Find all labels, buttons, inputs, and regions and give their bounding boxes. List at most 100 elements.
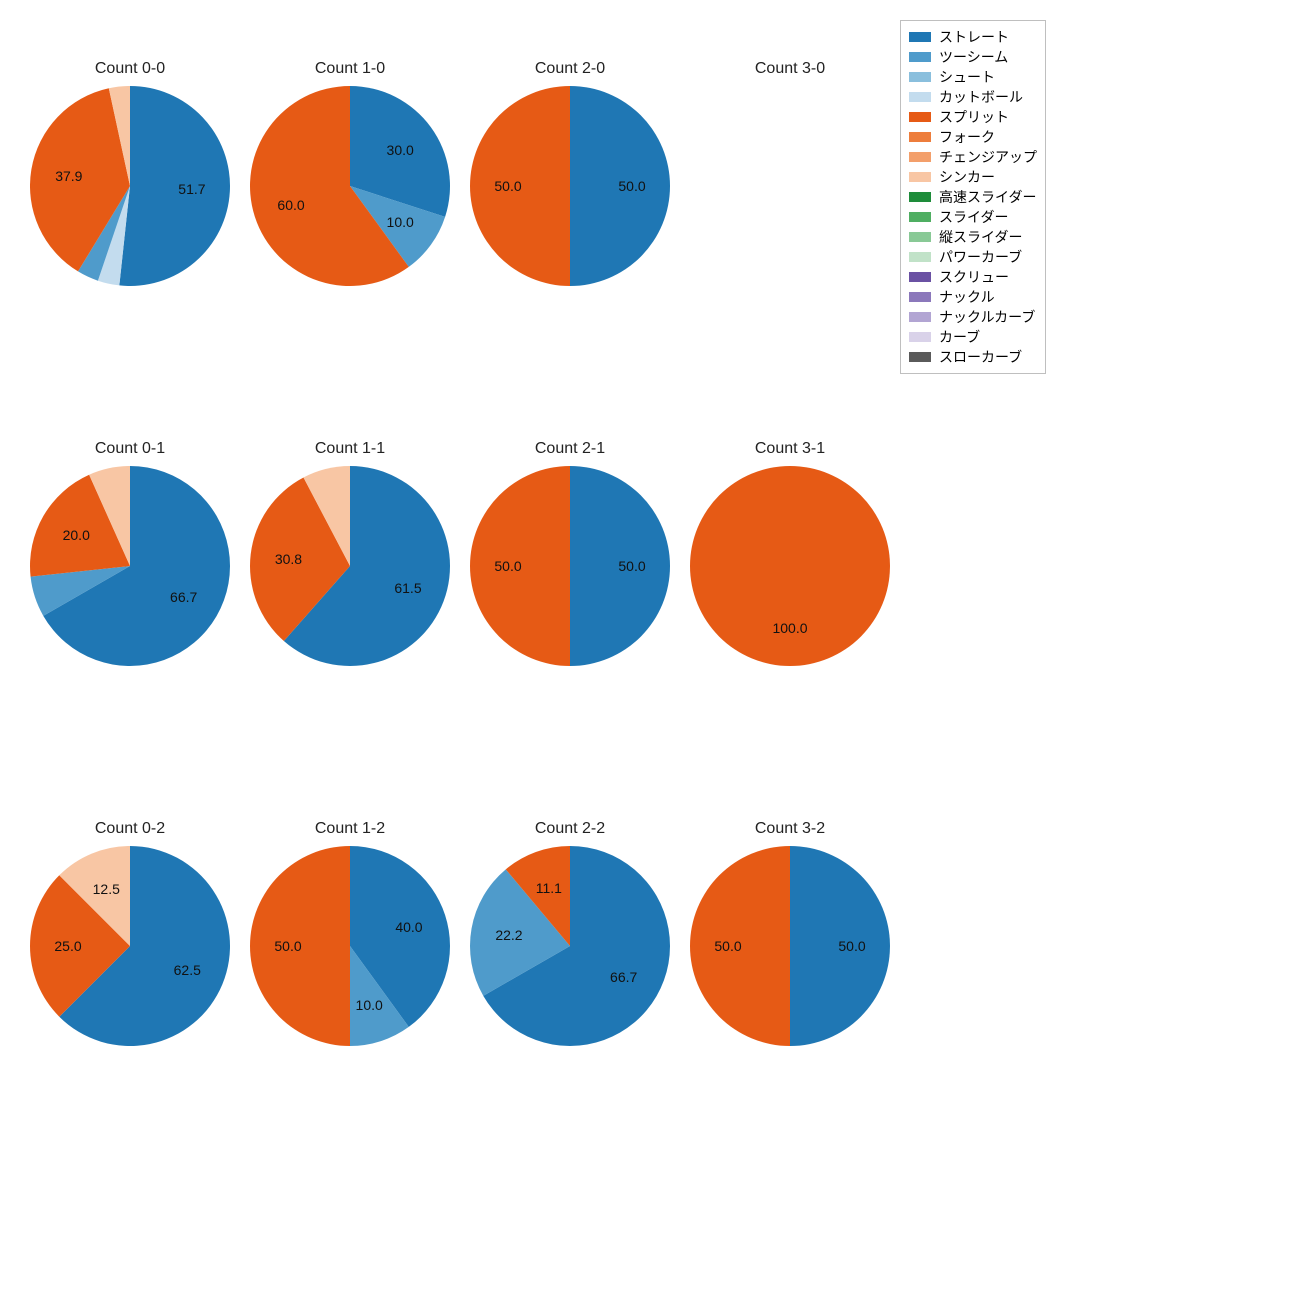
pie-title: Count 3-2 <box>680 820 900 838</box>
pie-svg <box>690 846 890 1046</box>
pie-wrap: 66.722.211.1 <box>470 846 670 1046</box>
pie-title: Count 0-2 <box>20 820 240 838</box>
legend-label: ストレート <box>939 27 1009 47</box>
pie-svg <box>250 86 450 286</box>
legend-swatch <box>909 272 931 282</box>
legend-label: シンカー <box>939 167 995 187</box>
pie-title: Count 3-1 <box>680 440 900 458</box>
legend-label: スクリュー <box>939 267 1009 287</box>
legend-label: シュート <box>939 67 995 87</box>
pie-slice <box>690 846 790 1046</box>
legend-label: カットボール <box>939 87 1023 107</box>
pie-wrap: 51.737.9 <box>30 86 230 286</box>
legend-row: スローカーブ <box>909 347 1037 367</box>
pie-title: Count 1-1 <box>240 440 460 458</box>
pie-wrap: 100.0 <box>690 466 890 666</box>
pie-title: Count 0-1 <box>20 440 240 458</box>
pie-svg <box>470 846 670 1046</box>
pie-title: Count 0-0 <box>20 60 240 78</box>
legend-row: カットボール <box>909 87 1037 107</box>
legend-row: ストレート <box>909 27 1037 47</box>
legend-swatch <box>909 312 931 322</box>
pie-slice <box>470 86 570 286</box>
legend-swatch <box>909 292 931 302</box>
pie-slice <box>119 86 230 286</box>
legend-label: スローカーブ <box>939 347 1022 367</box>
pie-count-0-2: Count 0-2 62.525.012.5 <box>20 820 240 1046</box>
legend-row: 高速スライダー <box>909 187 1037 207</box>
legend-row: シンカー <box>909 167 1037 187</box>
pie-wrap: 62.525.012.5 <box>30 846 230 1046</box>
pie-wrap: 66.720.0 <box>30 466 230 666</box>
pie-count-3-0: Count 3-0 <box>680 60 900 286</box>
legend-label: スプリット <box>939 107 1009 127</box>
pie-wrap: 40.010.050.0 <box>250 846 450 1046</box>
legend-row: スクリュー <box>909 267 1037 287</box>
legend-row: カーブ <box>909 327 1037 347</box>
pie-svg <box>470 466 670 666</box>
legend-swatch <box>909 212 931 222</box>
pie-count-2-1: Count 2-150.050.0 <box>460 440 680 666</box>
legend-row: ツーシーム <box>909 47 1037 67</box>
legend-row: スプリット <box>909 107 1037 127</box>
pie-wrap: 30.010.060.0 <box>250 86 450 286</box>
pie-slice <box>570 466 670 666</box>
legend-swatch <box>909 132 931 142</box>
legend-swatch <box>909 192 931 202</box>
legend-label: スライダー <box>939 207 1008 227</box>
legend-swatch <box>909 232 931 242</box>
legend-label: フォーク <box>939 127 995 147</box>
pie-svg <box>470 86 670 286</box>
legend-row: シュート <box>909 67 1037 87</box>
pie-svg <box>30 466 230 666</box>
pie-title: Count 1-0 <box>240 60 460 78</box>
pie-count-1-0: Count 1-0 30.010.060.0 <box>240 60 460 286</box>
legend-label: ナックルカーブ <box>939 307 1035 327</box>
legend-swatch <box>909 92 931 102</box>
pie-svg <box>30 846 230 1046</box>
legend-row: ナックル <box>909 287 1037 307</box>
pie-wrap <box>690 86 890 286</box>
pie-title: Count 2-2 <box>460 820 680 838</box>
legend-row: パワーカーブ <box>909 247 1037 267</box>
legend-label: カーブ <box>939 327 980 347</box>
chart-grid: Count 0-051.737.9Count 1-030.010.060.0Co… <box>0 0 1300 1300</box>
legend-label: 高速スライダー <box>939 187 1036 207</box>
pie-count-2-0: Count 2-050.050.0 <box>460 60 680 286</box>
legend-row: フォーク <box>909 127 1037 147</box>
pie-svg <box>690 466 890 666</box>
legend-swatch <box>909 152 931 162</box>
pie-count-2-2: Count 2-2 66.722.211.1 <box>460 820 680 1046</box>
legend-swatch <box>909 72 931 82</box>
pie-wrap: 50.050.0 <box>690 846 890 1046</box>
pie-count-0-1: Count 0-1 66.720.0 <box>20 440 240 666</box>
pie-count-1-2: Count 1-240.010.050.0 <box>240 820 460 1046</box>
legend-swatch <box>909 352 931 362</box>
legend-row: スライダー <box>909 207 1037 227</box>
legend: ストレートツーシームシュートカットボールスプリットフォークチェンジアップシンカー… <box>900 20 1046 374</box>
legend-row: チェンジアップ <box>909 147 1037 167</box>
pie-count-0-0: Count 0-0 51.737.9 <box>20 60 240 286</box>
pie-slice <box>470 466 570 666</box>
pie-slice <box>790 846 890 1046</box>
pie-svg <box>250 466 450 666</box>
legend-label: チェンジアップ <box>939 147 1037 167</box>
legend-swatch <box>909 32 931 42</box>
pie-wrap: 50.050.0 <box>470 86 670 286</box>
legend-swatch <box>909 52 931 62</box>
legend-label: パワーカーブ <box>939 247 1022 267</box>
pie-slice <box>570 86 670 286</box>
legend-label: ナックル <box>939 287 995 307</box>
legend-swatch <box>909 112 931 122</box>
pie-svg <box>30 86 230 286</box>
pie-title: Count 2-1 <box>460 440 680 458</box>
legend-row: 縦スライダー <box>909 227 1037 247</box>
pie-slice <box>690 466 890 666</box>
pie-count-3-2: Count 3-2 50.050.0 <box>680 820 900 1046</box>
legend-row: ナックルカーブ <box>909 307 1037 327</box>
legend-label: 縦スライダー <box>939 227 1022 247</box>
pie-count-3-1: Count 3-1 100.0 <box>680 440 900 666</box>
pie-count-1-1: Count 1-1 61.530.8 <box>240 440 460 666</box>
pie-wrap: 61.530.8 <box>250 466 450 666</box>
legend-swatch <box>909 332 931 342</box>
